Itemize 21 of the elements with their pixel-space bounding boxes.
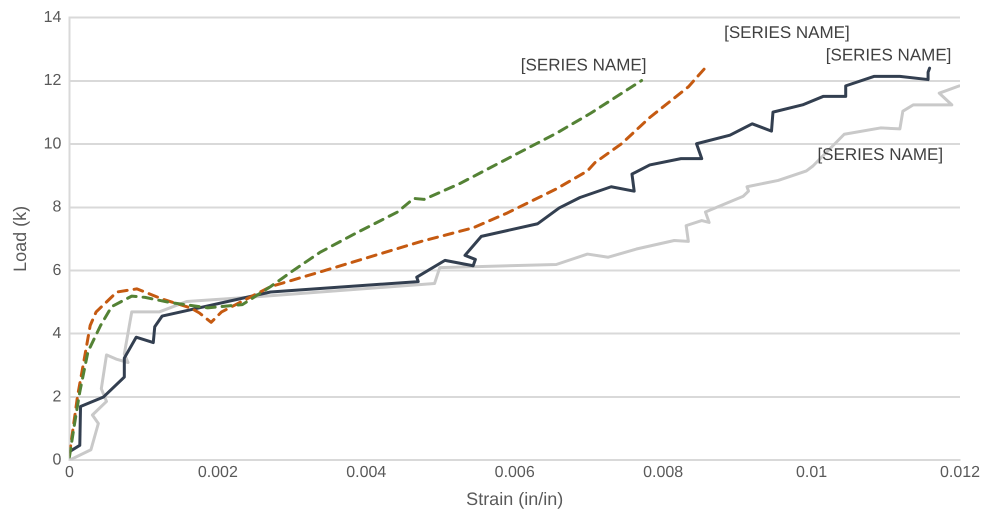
y-tick-label: 8 bbox=[52, 198, 62, 216]
x-tick-label: 0.002 bbox=[198, 464, 238, 482]
y-tick-label: 0 bbox=[52, 452, 62, 469]
x-tick-label: 0.008 bbox=[643, 464, 684, 482]
y-tick-label: 14 bbox=[44, 9, 62, 26]
x-axis-title: Strain (in/in) bbox=[466, 489, 564, 510]
x-tick-label: 0.01 bbox=[796, 464, 828, 482]
series-label: [SERIES NAME] bbox=[817, 145, 944, 164]
series-label: [SERIES NAME] bbox=[724, 23, 850, 42]
x-tick-label: 0.006 bbox=[494, 464, 535, 482]
y-axis-title: Load (k) bbox=[10, 206, 30, 272]
x-tick-label: 0 bbox=[64, 464, 74, 482]
x-tick-label: 0.012 bbox=[940, 464, 980, 482]
y-tick-label: 6 bbox=[52, 262, 62, 279]
y-tick-label: 12 bbox=[44, 72, 62, 90]
y-tick-label: 4 bbox=[52, 325, 62, 342]
x-tick-label: 0.004 bbox=[346, 464, 386, 482]
series-label: [SERIES NAME] bbox=[520, 56, 646, 75]
y-tick-label: 10 bbox=[44, 135, 62, 152]
series-label: [SERIES NAME] bbox=[826, 45, 952, 64]
y-tick-label: 2 bbox=[52, 388, 62, 406]
